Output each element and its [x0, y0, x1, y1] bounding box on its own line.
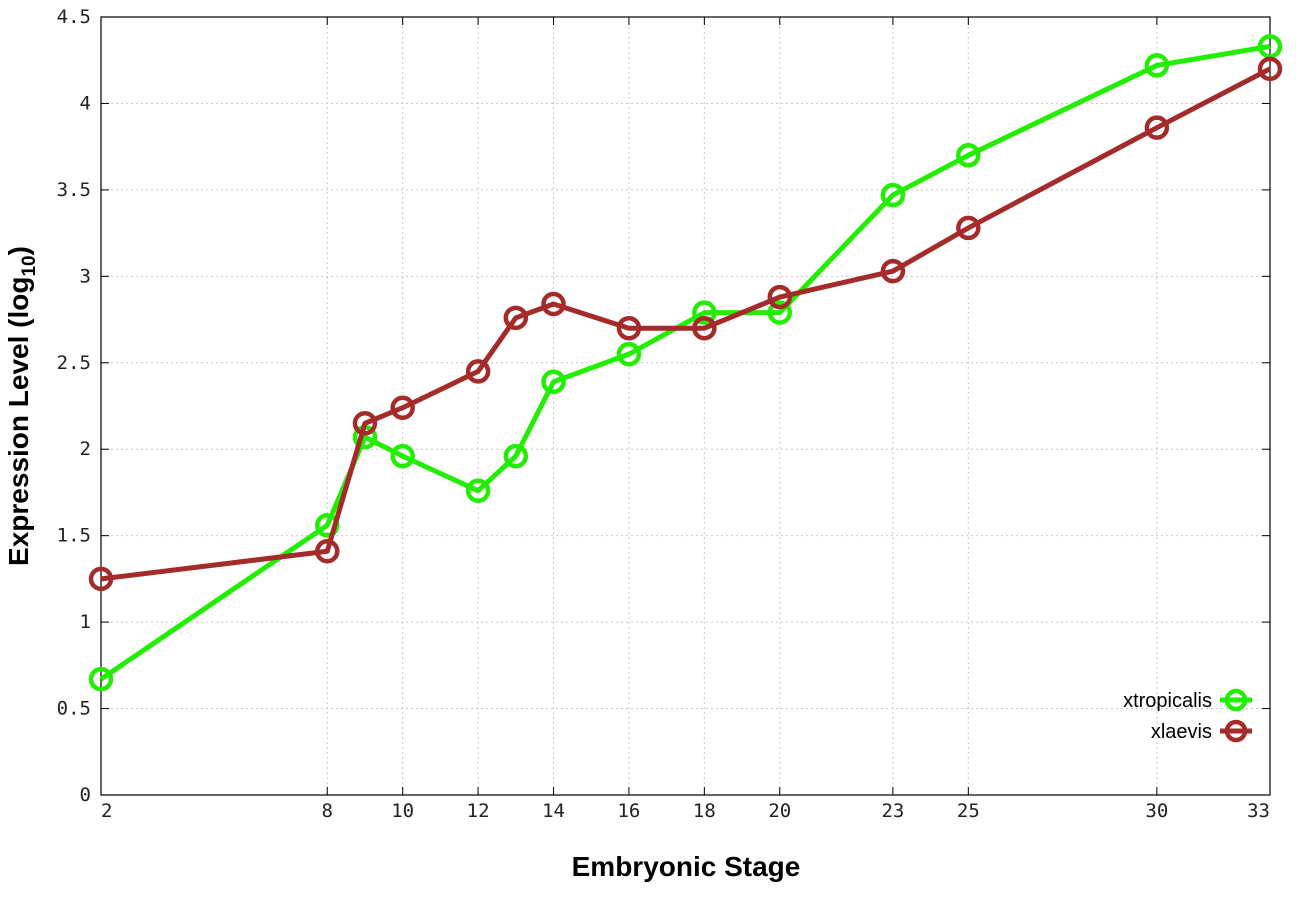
y-tick-label: 3 — [80, 265, 91, 287]
x-axis-title: Embryonic Stage — [572, 851, 801, 882]
data-point-xtropicalis — [503, 443, 529, 469]
x-tick-label: 2 — [101, 800, 112, 822]
x-tick-label: 10 — [391, 800, 414, 822]
data-point-xlaevis — [1257, 56, 1283, 82]
y-tick-label: 4 — [80, 92, 91, 114]
x-tick-label: 25 — [957, 800, 980, 822]
data-point-xtropicalis — [541, 369, 566, 395]
y-tick-label: 2.5 — [57, 352, 91, 374]
data-point-xlaevis — [880, 258, 906, 284]
data-point-xlaevis — [390, 395, 415, 420]
y-tick-label: 3.5 — [57, 179, 91, 201]
x-tick-label: 8 — [322, 800, 333, 822]
legend: xtropicalis xlaevis — [1123, 688, 1252, 743]
legend-label-xtropicalis: xtropicalis — [1123, 690, 1212, 712]
x-tick-label: 12 — [467, 800, 490, 822]
y-tick-label: 4.5 — [57, 6, 91, 28]
data-point-xlaevis — [352, 411, 378, 436]
data-point-xlaevis — [692, 315, 717, 341]
y-tick-label: 2 — [80, 438, 91, 460]
series-line-xlaevis — [100, 66, 1272, 582]
data-point-xtropicalis — [390, 443, 415, 469]
y-tick-label: 1 — [80, 611, 91, 633]
data-point-xtropicalis — [692, 300, 717, 325]
y-axis-title-close: ) — [3, 246, 34, 255]
data-point-xlaevis — [465, 359, 491, 384]
series-line-xtropicalis — [99, 43, 1271, 682]
y-axis-title: Expression Level (log10) — [3, 246, 40, 566]
data-point-xtropicalis — [767, 300, 793, 325]
data-point-xtropicalis — [88, 666, 114, 692]
data-point-xtropicalis — [616, 341, 642, 367]
legend-marker-xtropicalis — [1224, 688, 1248, 712]
data-point-xlaevis — [541, 291, 566, 317]
legend-label-xlaevis: xlaevis — [1151, 721, 1212, 743]
y-axis-title-sub: 10 — [19, 255, 40, 276]
data-point-xlaevis — [315, 538, 340, 564]
plot-frame — [100, 16, 1271, 796]
data-point-xlaevis — [503, 305, 529, 331]
data-point-xtropicalis — [1144, 53, 1170, 78]
y-tick-label: 1.5 — [57, 525, 91, 547]
x-tick-label: 18 — [693, 800, 716, 822]
data-point-xtropicalis — [465, 478, 491, 503]
x-tick-label: 30 — [1145, 800, 1168, 822]
axis-ticks: 0 0.5 1 1.5 2 2.5 3 3.5 4 4.5 2 8 10 12 14 16 18 20 23 25 30… — [57, 6, 1271, 822]
data-point-xlaevis — [1144, 115, 1170, 140]
x-tick-label: 16 — [617, 800, 640, 822]
data-point-xlaevis — [767, 284, 793, 310]
legend-marker-xlaevis — [1224, 719, 1248, 743]
data-point-xtropicalis — [1257, 34, 1283, 59]
data-point-xlaevis — [88, 566, 114, 592]
x-tick-label: 23 — [881, 800, 904, 822]
y-tick-label: 0 — [80, 784, 91, 806]
data-point-xlaevis — [956, 215, 981, 241]
grid-lines — [101, 17, 1270, 795]
y-tick-label: 0.5 — [57, 698, 91, 720]
data-point-xtropicalis — [956, 143, 981, 168]
x-tick-label: 14 — [542, 800, 565, 822]
data-point-xtropicalis — [880, 182, 906, 208]
x-tick-label: 33 — [1247, 800, 1270, 822]
y-axis-title-main: Expression Level (log — [3, 277, 34, 566]
series-lines — [88, 34, 1283, 692]
x-tick-label: 20 — [768, 800, 791, 822]
data-point-xlaevis — [616, 315, 642, 341]
